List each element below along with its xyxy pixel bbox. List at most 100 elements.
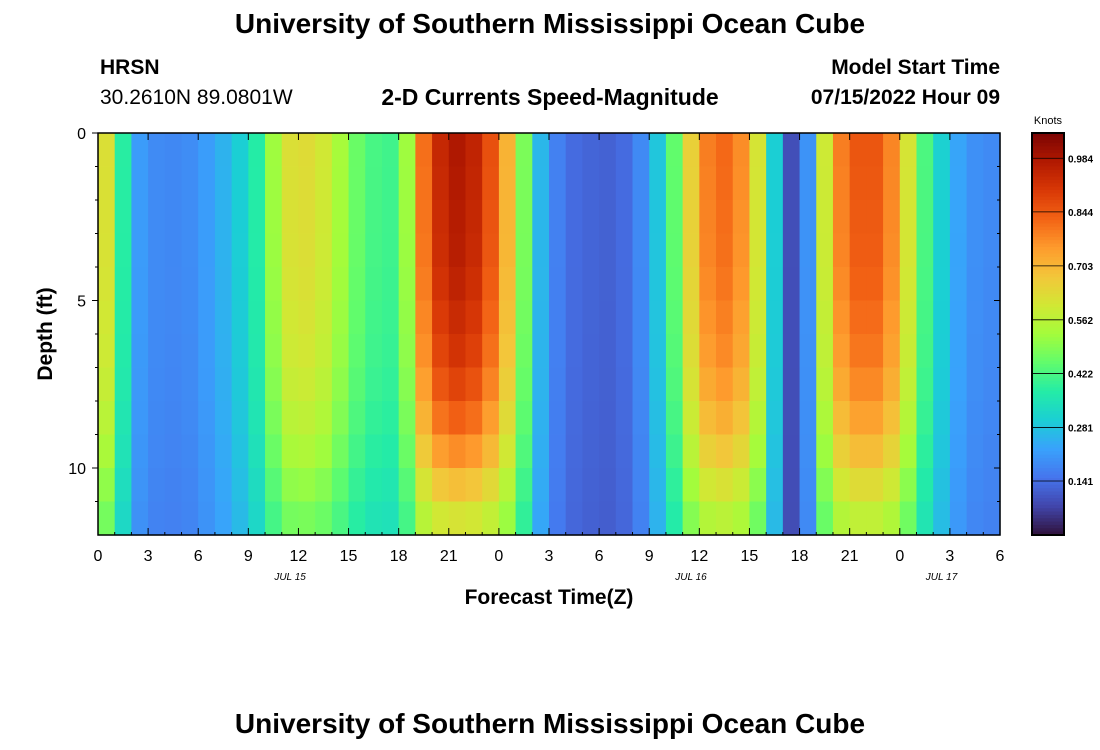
heatmap-cell xyxy=(398,267,416,302)
heatmap-cell xyxy=(448,401,467,436)
colorbar-segment xyxy=(1032,518,1064,523)
heatmap-cell xyxy=(114,501,132,536)
heatmap-cell xyxy=(465,166,483,201)
heatmap-cell xyxy=(532,334,550,369)
heatmap-cell xyxy=(866,166,884,201)
heatmap-cell xyxy=(148,401,166,436)
heatmap-cell xyxy=(782,501,801,536)
heatmap-cell xyxy=(465,200,483,235)
heatmap-cell xyxy=(983,434,1001,469)
heatmap-cell xyxy=(699,401,717,436)
heatmap-cell xyxy=(749,166,767,201)
heatmap-cell xyxy=(849,367,867,402)
heatmap-cell xyxy=(866,501,884,536)
heatmap-cell xyxy=(365,267,383,302)
colorbar-segment xyxy=(1032,424,1064,429)
heatmap-cell xyxy=(231,200,249,235)
heatmap-cell xyxy=(181,200,199,235)
heatmap-cell xyxy=(98,133,116,168)
colorbar-segment xyxy=(1032,330,1064,335)
heatmap-cell xyxy=(98,300,116,335)
heatmap-cell xyxy=(699,133,717,168)
heatmap-cell xyxy=(599,300,617,335)
heatmap-cell xyxy=(816,300,834,335)
heatmap-cell xyxy=(699,334,717,369)
heatmap-cell xyxy=(415,300,433,335)
heatmap-cell xyxy=(298,468,316,503)
heatmap-cell xyxy=(265,200,283,235)
heatmap-cell xyxy=(248,434,266,469)
heatmap-cell xyxy=(665,401,684,436)
colorbar-segment xyxy=(1032,297,1064,302)
colorbar-segment xyxy=(1032,524,1064,529)
heatmap-cell xyxy=(265,300,283,335)
heatmap-cell xyxy=(181,401,199,436)
heatmap-cell xyxy=(799,468,817,503)
heatmap-cell xyxy=(315,401,333,436)
heatmap-cell xyxy=(782,133,801,168)
heatmap-cell xyxy=(632,401,650,436)
heatmap-cell xyxy=(432,334,450,369)
colorbar-segment xyxy=(1032,407,1064,412)
colorbar-segment xyxy=(1032,146,1064,151)
heatmap-cell xyxy=(549,468,567,503)
heatmap-cell xyxy=(782,267,801,302)
colorbar-segment xyxy=(1032,457,1064,462)
heatmap-cell xyxy=(181,233,199,268)
heatmap-cell xyxy=(749,468,767,503)
heatmap-cell xyxy=(582,501,600,536)
heatmap-cell xyxy=(565,233,583,268)
heatmap-cell xyxy=(565,300,583,335)
heatmap-cell xyxy=(766,133,784,168)
heatmap-cell xyxy=(415,334,433,369)
heatmap-cell xyxy=(916,401,934,436)
heatmap-cell xyxy=(933,367,951,402)
heatmap-cell xyxy=(716,200,734,235)
heatmap-cell xyxy=(732,267,751,302)
heatmap-cell xyxy=(398,166,416,201)
heatmap-cell xyxy=(265,434,283,469)
heatmap-cell xyxy=(549,133,567,168)
heatmap-cell xyxy=(532,166,550,201)
heatmap-cell xyxy=(298,501,316,536)
heatmap-cell xyxy=(148,367,166,402)
heatmap-cell xyxy=(448,233,467,268)
heatmap-cell xyxy=(114,401,132,436)
colorbar-segment xyxy=(1032,176,1064,181)
heatmap-cell xyxy=(599,200,617,235)
heatmap-cell xyxy=(615,267,634,302)
heatmap-cell xyxy=(198,334,216,369)
heatmap-cell xyxy=(665,166,684,201)
heatmap-cell xyxy=(799,401,817,436)
heatmap-cell xyxy=(716,166,734,201)
heatmap-cell xyxy=(214,367,233,402)
colorbar-segment xyxy=(1032,206,1064,211)
colorbar-segment xyxy=(1032,310,1064,315)
heatmap-cell xyxy=(682,200,700,235)
heatmap-cell xyxy=(432,501,450,536)
heatmap-cell xyxy=(966,334,984,369)
heatmap-cell xyxy=(415,267,433,302)
heatmap-cell xyxy=(983,200,1001,235)
colorbar-segment xyxy=(1032,236,1064,241)
heatmap-cell xyxy=(532,233,550,268)
heatmap-cell xyxy=(465,233,483,268)
heatmap-cell xyxy=(164,434,183,469)
heatmap-cell xyxy=(248,468,266,503)
heatmap-cell xyxy=(649,334,667,369)
heatmap-cell xyxy=(432,166,450,201)
heatmap-cell xyxy=(265,468,283,503)
heatmap-cell xyxy=(866,300,884,335)
heatmap-cell xyxy=(331,300,350,335)
heatmap-cell xyxy=(265,233,283,268)
heatmap-cell xyxy=(498,267,517,302)
heatmap-cell xyxy=(883,166,901,201)
heatmap-cell xyxy=(248,133,266,168)
colorbar-segment xyxy=(1032,133,1064,137)
heatmap-cell xyxy=(615,133,634,168)
heatmap-cell xyxy=(381,334,400,369)
colorbar-segment xyxy=(1032,230,1064,235)
heatmap-cell xyxy=(482,233,500,268)
heatmap-cell xyxy=(649,267,667,302)
colorbar-segment xyxy=(1032,283,1064,288)
